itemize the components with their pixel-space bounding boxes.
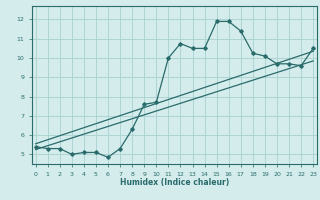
X-axis label: Humidex (Indice chaleur): Humidex (Indice chaleur) xyxy=(120,178,229,187)
